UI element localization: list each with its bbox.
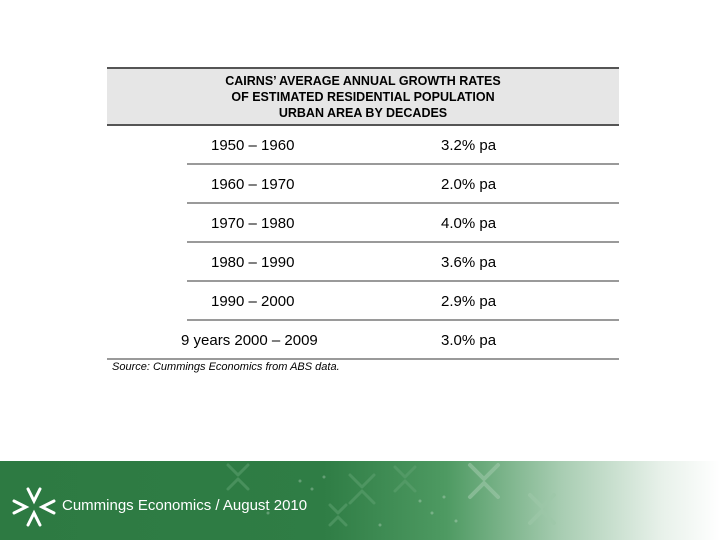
decorative-pattern-icon [226, 463, 556, 527]
cummings-logo-icon [12, 487, 56, 527]
table-row: 1960 – 1970 2.0% pa [187, 165, 619, 204]
rate-cell: 2.0% pa [441, 176, 497, 193]
footer-text: Cummings Economics / August 2010 [62, 497, 308, 514]
period-cell: 1950 – 1960 [211, 137, 295, 154]
footer-banner: Cummings Economics / August 2010 [0, 461, 720, 540]
table-title-line-3: URBAN AREA BY DECADES [278, 105, 448, 120]
table-row: 1990 – 2000 2.9% pa [187, 282, 619, 321]
period-cell: 9 years 2000 – 2009 [181, 332, 318, 349]
period-cell: 1970 – 1980 [211, 215, 295, 232]
period-cell: 1960 – 1970 [211, 176, 295, 193]
rate-cell: 3.0% pa [441, 332, 497, 349]
table-title-line-2: OF ESTIMATED RESIDENTIAL POPULATION [231, 89, 495, 104]
period-cell: 1980 – 1990 [211, 254, 295, 271]
table-row: 1950 – 1960 3.2% pa [187, 126, 619, 165]
table-row: 9 years 2000 – 2009 3.0% pa [107, 321, 619, 360]
rate-cell: 3.2% pa [441, 137, 497, 154]
rate-cell: 3.6% pa [441, 254, 497, 271]
table-title-line-1: CAIRNS’ AVERAGE ANNUAL GROWTH RATES [225, 73, 501, 88]
table-row: 1980 – 1990 3.6% pa [187, 243, 619, 282]
table-row: 1970 – 1980 4.0% pa [187, 204, 619, 243]
growth-rates-table: CAIRNS’ AVERAGE ANNUAL GROWTH RATES OF E… [107, 67, 619, 360]
rate-cell: 4.0% pa [441, 215, 497, 232]
rate-cell: 2.9% pa [441, 293, 497, 310]
period-cell: 1990 – 2000 [211, 293, 295, 310]
table-title: CAIRNS’ AVERAGE ANNUAL GROWTH RATES OF E… [107, 67, 619, 126]
source-note: Source: Cummings Economics from ABS data… [112, 361, 340, 373]
